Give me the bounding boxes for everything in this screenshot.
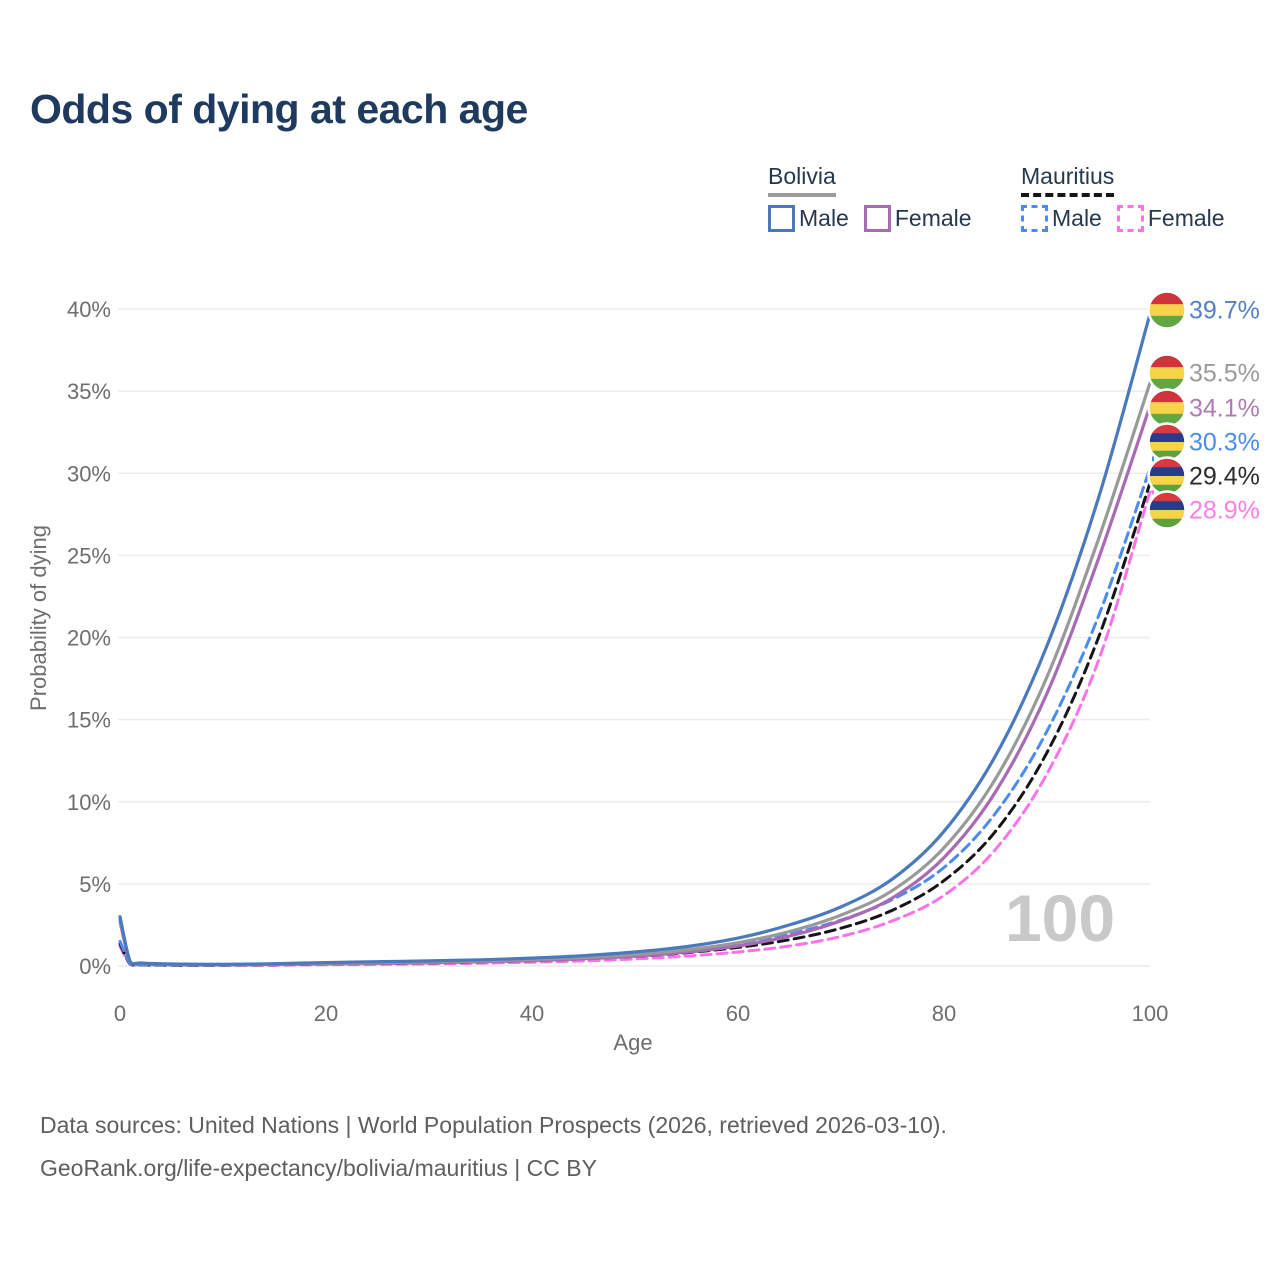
end-value-label-bolivia-both: 35.5%	[1189, 360, 1260, 388]
y-tick-label: 35%	[67, 379, 111, 404]
bolivia-flag-icon	[1149, 304, 1185, 317]
age-counter-watermark: 100	[1005, 881, 1115, 955]
mauritius-flag-icon	[1149, 467, 1185, 477]
legend-group-bolivia: Bolivia Male Female	[768, 163, 972, 232]
y-axis-title: Probability of dying	[26, 525, 51, 711]
mauritius-flag-icon	[1149, 510, 1185, 520]
bolivia-flag-icon	[1149, 315, 1185, 328]
legend-country-mauritius: Mauritius	[1021, 163, 1115, 197]
page-title: Odds of dying at each age	[30, 86, 528, 132]
mauritius-flag-icon	[1149, 450, 1185, 460]
legend-country-bolivia: Bolivia	[768, 163, 836, 197]
series-line-bolivia-female[interactable]	[118, 404, 1152, 967]
bolivia-male-swatch-icon	[768, 205, 795, 232]
series-line-mauritius-female[interactable]	[118, 489, 1152, 967]
mauritius-flag-icon	[1149, 492, 1185, 502]
y-tick-label: 10%	[67, 790, 111, 815]
bolivia-flag-icon	[1149, 292, 1185, 305]
legend-toggle-bolivia-male[interactable]: Male	[768, 205, 849, 232]
bolivia-flag-icon	[1149, 413, 1185, 426]
mauritius-flag-icon	[1149, 424, 1185, 434]
end-value-label-bolivia-male: 39.7%	[1189, 297, 1260, 325]
y-tick-label: 30%	[67, 461, 111, 486]
y-tick-label: 5%	[79, 872, 111, 897]
mauritius-flag-icon	[1149, 476, 1185, 486]
x-tick-label: 40	[520, 1001, 544, 1026]
end-value-label-mauritius-both: 29.4%	[1189, 463, 1260, 491]
bolivia-flag-icon	[1149, 378, 1185, 391]
legend-items-bolivia: Male Female	[768, 205, 972, 232]
data-sources-line2: GeoRank.org/life-expectancy/bolivia/maur…	[40, 1155, 597, 1181]
y-tick-label: 20%	[67, 626, 111, 651]
series-line-bolivia-male[interactable]	[118, 312, 1152, 967]
mauritius-flag-icon	[1149, 484, 1185, 494]
x-tick-label: 0	[114, 1001, 126, 1026]
legend: Bolivia Male Female Mauritius Male Femal…	[0, 0, 1280, 250]
x-tick-label: 100	[1132, 1001, 1169, 1026]
bolivia-flag-icon	[1149, 402, 1185, 415]
end-value-label-bolivia-female: 34.1%	[1189, 395, 1260, 423]
data-sources: Data sources: United Nations | World Pop…	[40, 1104, 947, 1190]
mauritius-female-swatch-icon	[1116, 205, 1144, 232]
x-tick-label: 80	[932, 1001, 956, 1026]
mauritius-flag-icon	[1149, 442, 1185, 452]
series-line-mauritius-male[interactable]	[118, 466, 1152, 967]
mauritius-flag-icon	[1149, 501, 1185, 511]
x-tick-label: 20	[314, 1001, 338, 1026]
bolivia-flag-icon	[1149, 355, 1185, 368]
legend-items-mauritius: Male Female	[1021, 205, 1225, 232]
bolivia-flag-icon	[1149, 390, 1185, 403]
legend-label: Male	[799, 205, 849, 231]
y-tick-label: 0%	[79, 954, 111, 979]
mauritius-flag-icon	[1149, 433, 1185, 443]
legend-toggle-mauritius-male[interactable]: Male	[1021, 205, 1102, 232]
mauritius-flag-icon	[1149, 458, 1185, 468]
data-sources-line1: Data sources: United Nations | World Pop…	[40, 1112, 947, 1138]
legend-label: Female	[894, 205, 972, 231]
flag-ring	[1147, 490, 1187, 530]
x-tick-label: 60	[726, 1001, 750, 1026]
bolivia-flag-icon	[1149, 367, 1185, 380]
mauritius-male-swatch-icon	[1021, 205, 1048, 232]
y-tick-label: 15%	[67, 708, 111, 733]
y-tick-label: 25%	[67, 543, 111, 568]
legend-label: Male	[1052, 205, 1102, 231]
legend-toggle-bolivia-female[interactable]: Female	[863, 205, 972, 232]
series-line-bolivia-both[interactable]	[118, 381, 1152, 967]
end-value-label-mauritius-female: 28.9%	[1189, 497, 1260, 525]
mauritius-flag-icon	[1149, 518, 1185, 528]
flag-ring	[1147, 290, 1187, 330]
legend-group-mauritius: Mauritius Male Female	[1021, 163, 1225, 232]
y-tick-label: 40%	[67, 297, 111, 322]
legend-label: Female	[1147, 205, 1225, 231]
bolivia-female-swatch-icon	[863, 205, 891, 232]
end-value-label-mauritius-male: 30.3%	[1189, 429, 1260, 457]
x-axis-title: Age	[613, 1030, 652, 1055]
legend-toggle-mauritius-female[interactable]: Female	[1116, 205, 1225, 232]
